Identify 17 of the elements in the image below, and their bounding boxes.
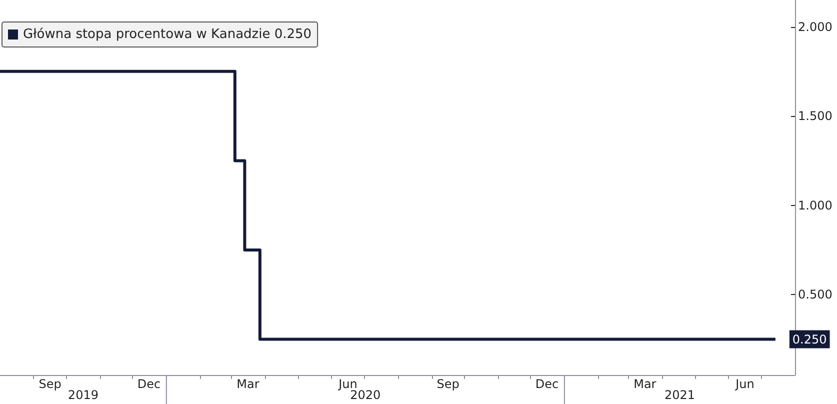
text: 2019	[68, 388, 98, 402]
y-tick-label: 2.000	[798, 20, 832, 34]
data-label: 0.250	[792, 332, 827, 346]
x-tick-label: Mar	[236, 377, 260, 391]
y-tick-label: 1.500	[798, 109, 832, 124]
y-tick-label: 1.000	[798, 198, 832, 212]
x-tick-label: Mar	[634, 377, 656, 391]
x-tick-label: Jun	[734, 377, 754, 391]
x-tick-label: Sep	[436, 377, 460, 391]
text: 2021	[664, 388, 695, 402]
x-tick-label: Dec	[535, 377, 559, 391]
text: 2020	[350, 388, 381, 402]
y-tick-label: 0.500	[798, 288, 832, 302]
x-tick-label: Jun	[338, 377, 358, 391]
x-tick-label: Dec	[137, 377, 161, 391]
legend-label: Główna stopa procentowa w Kanadzie 0.250	[23, 27, 312, 42]
x-tick-label: Sep	[38, 377, 62, 391]
